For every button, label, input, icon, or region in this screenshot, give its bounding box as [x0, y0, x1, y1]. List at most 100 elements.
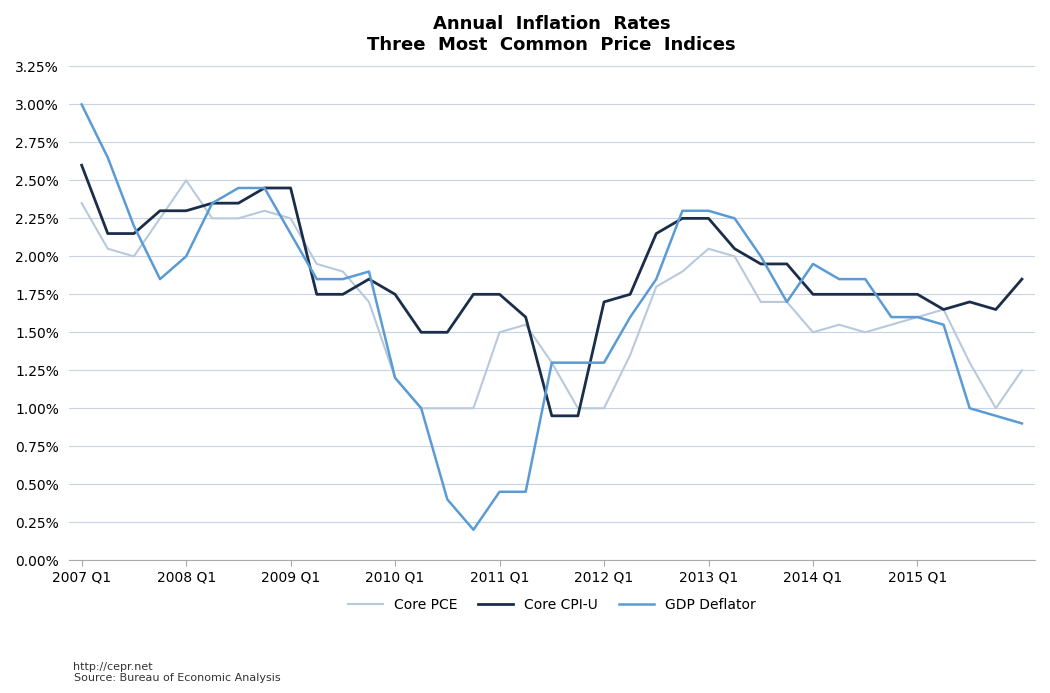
Core PCE	[415, 404, 427, 412]
Core PCE	[780, 298, 793, 306]
Core CPI-U	[285, 184, 297, 192]
Core PCE	[989, 404, 1002, 412]
GDP Deflator	[441, 495, 454, 504]
Core PCE	[833, 321, 845, 329]
Core PCE	[520, 321, 532, 329]
Core CPI-U	[388, 290, 401, 299]
GDP Deflator	[76, 100, 88, 109]
Core PCE	[153, 214, 166, 222]
GDP Deflator	[571, 358, 584, 367]
Core CPI-U	[206, 199, 218, 207]
GDP Deflator	[180, 252, 192, 261]
Core PCE	[546, 358, 559, 367]
GDP Deflator	[285, 229, 297, 238]
GDP Deflator	[885, 313, 898, 322]
Core CPI-U	[258, 184, 271, 192]
Core PCE	[76, 199, 88, 207]
GDP Deflator	[206, 199, 218, 207]
Core PCE	[388, 374, 401, 382]
Core PCE	[441, 404, 454, 412]
GDP Deflator	[362, 267, 375, 276]
GDP Deflator	[467, 525, 480, 534]
Core CPI-U	[415, 328, 427, 336]
Core CPI-U	[938, 306, 950, 314]
Core CPI-U	[676, 214, 689, 222]
Core PCE	[1015, 366, 1028, 374]
Core CPI-U	[102, 229, 114, 238]
Core CPI-U	[441, 328, 454, 336]
Core CPI-U	[964, 298, 977, 306]
Core CPI-U	[128, 229, 141, 238]
Core PCE	[337, 267, 350, 276]
Core PCE	[362, 298, 375, 306]
Core PCE	[859, 328, 872, 336]
Core PCE	[258, 207, 271, 215]
Core PCE	[494, 328, 506, 336]
GDP Deflator	[337, 275, 350, 283]
Core PCE	[128, 252, 141, 261]
Core CPI-U	[311, 290, 323, 299]
GDP Deflator	[806, 260, 819, 268]
GDP Deflator	[494, 488, 506, 496]
Core PCE	[806, 328, 819, 336]
Core CPI-U	[520, 313, 532, 322]
Core CPI-U	[337, 290, 350, 299]
Legend: Core PCE, Core CPI-U, GDP Deflator: Core PCE, Core CPI-U, GDP Deflator	[342, 593, 761, 617]
GDP Deflator	[833, 275, 845, 283]
Core CPI-U	[153, 207, 166, 215]
Core CPI-U	[755, 260, 768, 268]
Core CPI-U	[180, 207, 192, 215]
Core PCE	[206, 214, 218, 222]
GDP Deflator	[938, 321, 950, 329]
Core PCE	[676, 267, 689, 276]
Core PCE	[571, 404, 584, 412]
Core PCE	[938, 306, 950, 314]
GDP Deflator	[755, 252, 768, 261]
Core PCE	[102, 245, 114, 253]
Core PCE	[467, 404, 480, 412]
Core CPI-U	[885, 290, 898, 299]
Core PCE	[885, 321, 898, 329]
Line: GDP Deflator: GDP Deflator	[82, 105, 1022, 529]
GDP Deflator	[702, 207, 715, 215]
Core PCE	[180, 176, 192, 184]
Text: http://cepr.net
Source: Bureau of Economic Analysis: http://cepr.net Source: Bureau of Econom…	[74, 662, 280, 683]
Core CPI-U	[362, 275, 375, 283]
GDP Deflator	[859, 275, 872, 283]
Core CPI-U	[1015, 275, 1028, 283]
Core CPI-U	[729, 245, 741, 253]
GDP Deflator	[650, 275, 663, 283]
Core CPI-U	[597, 298, 610, 306]
Core CPI-U	[859, 290, 872, 299]
Core PCE	[729, 252, 741, 261]
GDP Deflator	[597, 358, 610, 367]
Core CPI-U	[232, 199, 245, 207]
Core PCE	[650, 283, 663, 291]
GDP Deflator	[676, 207, 689, 215]
Core CPI-U	[989, 306, 1002, 314]
Core PCE	[285, 214, 297, 222]
GDP Deflator	[258, 184, 271, 192]
GDP Deflator	[388, 374, 401, 382]
GDP Deflator	[989, 412, 1002, 420]
GDP Deflator	[520, 488, 532, 496]
GDP Deflator	[911, 313, 924, 322]
GDP Deflator	[624, 313, 636, 322]
Core PCE	[232, 214, 245, 222]
Core CPI-U	[833, 290, 845, 299]
Line: Core CPI-U: Core CPI-U	[82, 165, 1022, 416]
GDP Deflator	[1015, 419, 1028, 428]
GDP Deflator	[546, 358, 559, 367]
Core PCE	[964, 358, 977, 367]
Core CPI-U	[467, 290, 480, 299]
Core PCE	[755, 298, 768, 306]
Core PCE	[624, 351, 636, 359]
Core PCE	[597, 404, 610, 412]
Core CPI-U	[624, 290, 636, 299]
Core CPI-U	[650, 229, 663, 238]
GDP Deflator	[780, 298, 793, 306]
Core CPI-U	[702, 214, 715, 222]
Core PCE	[702, 245, 715, 253]
GDP Deflator	[729, 214, 741, 222]
GDP Deflator	[415, 404, 427, 412]
